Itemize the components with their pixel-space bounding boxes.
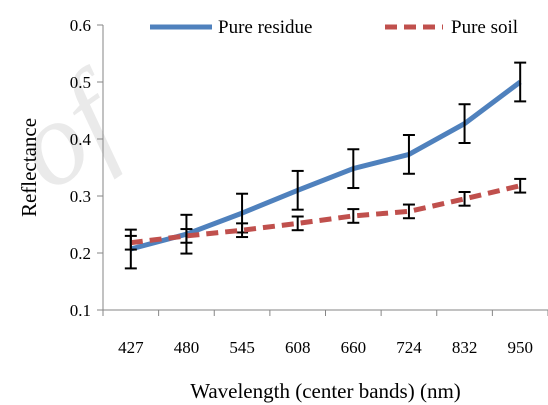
x-tick-label: 724 (396, 338, 422, 357)
x-ticks: 427 480 545 608 660 724 832 950 (102, 310, 548, 357)
y-tick-label: 0.6 (70, 16, 91, 35)
x-tick-label: 660 (341, 338, 367, 357)
x-tick-label: 427 (118, 338, 144, 357)
series-line-pure-residue (130, 79, 522, 252)
x-tick-label: 832 (452, 338, 478, 357)
x-axis-title: Wavelength (center bands) (nm) (190, 379, 461, 403)
y-tick-label: 0.2 (70, 244, 91, 263)
y-tick-label: 0.3 (70, 187, 91, 206)
x-tick-label: 480 (174, 338, 200, 357)
x-tick-label: 545 (229, 338, 255, 357)
y-axis-title: Reflectance (17, 118, 41, 217)
x-tick-label: 950 (507, 338, 533, 357)
y-tick-label: 0.1 (70, 301, 91, 320)
legend-label-pure-soil: Pure soil (451, 17, 518, 38)
y-tick-label: 0.4 (70, 130, 92, 149)
y-tick-label: 0.5 (70, 73, 91, 92)
x-tick-label: 608 (285, 338, 311, 357)
series-line-pure-soil (130, 183, 521, 246)
series-layer (124, 61, 527, 270)
axes (102, 25, 548, 311)
y-ticks: 0.1 0.2 0.3 0.4 0.5 0.6 (70, 16, 103, 320)
legend: Pure residue Pure soil (150, 17, 518, 38)
legend-label-pure-residue: Pure residue (218, 17, 312, 38)
